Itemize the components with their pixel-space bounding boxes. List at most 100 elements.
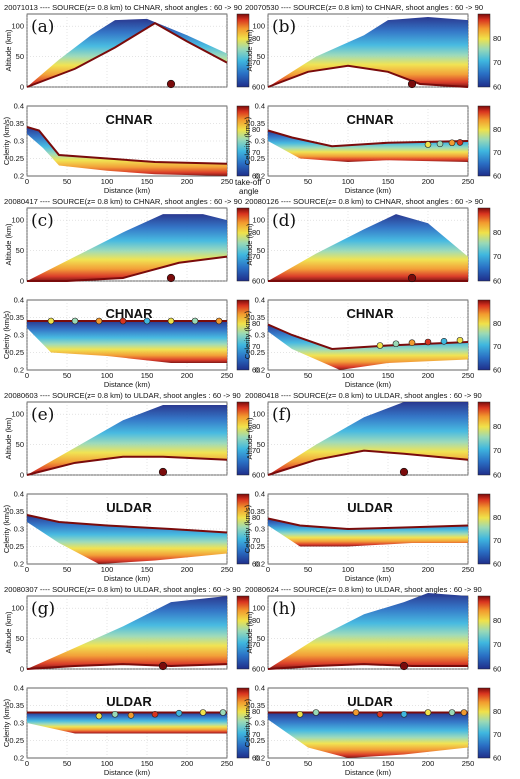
altitude-axis-label: Altitude (km) (4, 611, 13, 654)
x-tick-label: 150 (141, 177, 154, 186)
y-tick-label: 0.25 (9, 736, 24, 745)
celerity-ray-band (268, 130, 468, 162)
altitude-ray-bottom (267, 449, 469, 476)
colorbar-tick-label: 70 (493, 640, 501, 649)
station-marker (166, 79, 176, 89)
colorbar-tick-label: 80 (252, 228, 260, 237)
panel-label: (e) (31, 405, 54, 425)
colorbar-tick-label: 80 (493, 616, 501, 625)
arrival-point (296, 710, 304, 718)
celerity-axis-label: Celerity (km/s) (243, 698, 252, 747)
x-tick-label: 200 (181, 565, 194, 574)
arrival-point (143, 317, 151, 325)
x-tick-label: 200 (181, 759, 194, 768)
y-tick-label: 0.25 (250, 736, 265, 745)
y-tick-label: 50 (257, 440, 265, 449)
station-label: ULDAR (347, 500, 393, 515)
y-tick-label: 0.35 (250, 313, 265, 322)
y-tick-label: 0.25 (9, 154, 24, 163)
colorbar-tick-label: 60 (252, 471, 260, 480)
arrival-point (191, 317, 199, 325)
panel-b: 20070530 ---- SOURCE(z= 0.8 km) to CHNAR… (243, 3, 501, 195)
colorbar-tick-label: 80 (252, 422, 260, 431)
x-axis-label: Distance (km) (345, 380, 392, 389)
arrival-point (440, 337, 448, 345)
celerity-axis-label: Celerity (km/s) (243, 310, 252, 359)
panel-title: 20080417 ---- SOURCE(z= 0.8 km) to CHNAR… (4, 197, 242, 206)
panel-g: 20080307 ---- SOURCE(z= 0.8 km) to ULDAR… (2, 585, 260, 777)
colorbar-tick-label: 70 (493, 342, 501, 351)
x-tick-label: 0 (25, 371, 29, 380)
x-tick-label: 0 (266, 565, 270, 574)
celerity-ray-top (26, 126, 228, 165)
panel-label: (h) (272, 599, 296, 619)
arrival-point (392, 340, 400, 348)
celerity-ray-top (267, 129, 469, 148)
station-label: CHNAR (347, 306, 395, 321)
colorbar-tick-label: 80 (252, 513, 260, 522)
y-tick-label: 0.3 (14, 719, 24, 728)
colorbar-tick-label: 60 (493, 83, 501, 92)
x-axis-label: Distance (km) (104, 380, 151, 389)
y-tick-label: 0.2 (255, 560, 265, 569)
x-tick-label: 100 (101, 565, 114, 574)
y-tick-label: 0.35 (9, 701, 24, 710)
y-tick-label: 50 (16, 440, 24, 449)
x-tick-label: 100 (101, 371, 114, 380)
altitude-axis-label: Altitude (km) (245, 29, 254, 72)
colorbar-tick-label: 80 (252, 707, 260, 716)
colorbar-tick-label: 60 (493, 754, 501, 763)
colorbar-tick-label: 80 (493, 422, 501, 431)
arrival-point (199, 709, 207, 716)
colorbar-tick-label: 70 (493, 252, 501, 261)
x-tick-label: 250 (462, 759, 475, 768)
station-label: ULDAR (106, 500, 152, 515)
colorbar-tick-label: 70 (493, 148, 501, 157)
station-label: CHNAR (347, 112, 395, 127)
colorbar-tick-label: 60 (493, 172, 501, 181)
celerity-ray-band (27, 712, 227, 734)
arrival-point (119, 317, 127, 325)
altitude-ray-band (268, 214, 468, 281)
x-tick-label: 200 (422, 759, 435, 768)
x-tick-label: 50 (304, 759, 312, 768)
colorbar (477, 493, 491, 565)
colorbar (236, 13, 250, 88)
y-tick-label: 100 (252, 604, 265, 613)
arrival-point (460, 709, 468, 716)
colorbar-tick-label: 70 (493, 536, 501, 545)
panel-d: 20080126 ---- SOURCE(z= 0.8 km) to CHNAR… (243, 197, 501, 389)
x-tick-label: 100 (342, 759, 355, 768)
celerity-axis-label: Celerity (km/s) (2, 310, 11, 359)
celerity-axis-label: Celerity (km/s) (243, 504, 252, 553)
panel-label: (b) (272, 17, 296, 37)
altitude-ray-band (27, 214, 227, 281)
x-tick-label: 50 (63, 371, 71, 380)
colorbar (477, 13, 491, 88)
y-tick-label: 100 (11, 22, 24, 31)
altitude-ray-band (27, 596, 227, 669)
x-tick-label: 200 (422, 177, 435, 186)
panel-label: (c) (31, 211, 54, 231)
x-tick-label: 150 (382, 371, 395, 380)
colorbar-tick-label: 80 (493, 707, 501, 716)
colorbar-tick-label: 80 (493, 228, 501, 237)
colorbar-tick-label: 70 (493, 446, 501, 455)
y-tick-label: 0.35 (250, 701, 265, 710)
colorbar (236, 207, 250, 282)
colorbar-tick-label: 60 (493, 366, 501, 375)
y-tick-label: 50 (257, 246, 265, 255)
x-tick-label: 50 (304, 177, 312, 186)
arrival-point (312, 709, 320, 716)
colorbar-tick-label: 70 (252, 536, 260, 545)
x-tick-label: 0 (25, 177, 29, 186)
celerity-ray-band (27, 321, 227, 363)
arrival-point (436, 140, 444, 148)
celerity-ray-top (267, 517, 469, 531)
celerity-axis-label: Celerity (km/s) (243, 116, 252, 165)
colorbar-tick-label: 80 (252, 34, 260, 43)
x-tick-label: 100 (342, 371, 355, 380)
y-tick-label: 0 (261, 471, 265, 480)
arrival-point (456, 336, 464, 344)
